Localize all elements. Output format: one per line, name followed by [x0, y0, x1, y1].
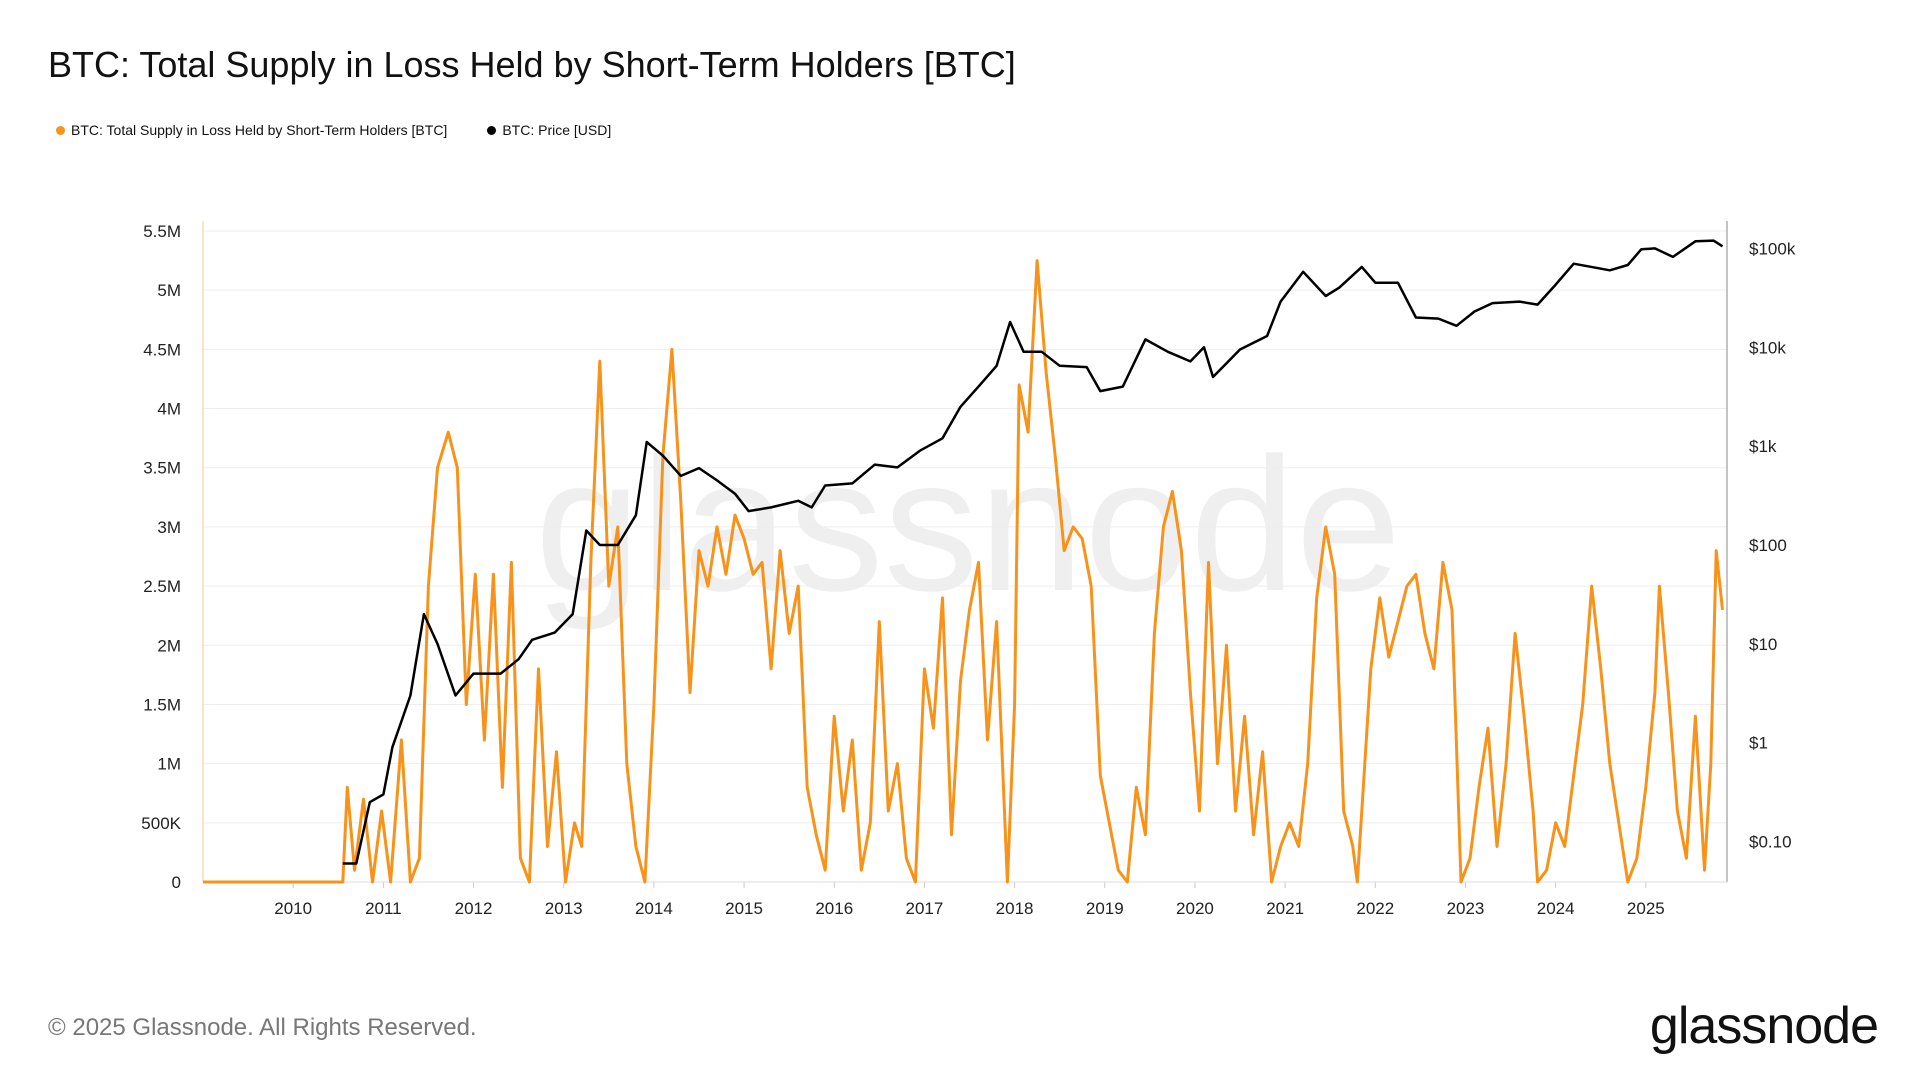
x-tick-label: 2016 — [815, 899, 853, 918]
legend-item-supply[interactable]: BTC: Total Supply in Loss Held by Short-… — [56, 122, 447, 138]
y-right-tick-label: $100 — [1749, 536, 1787, 555]
y-left-tick-label: 5.5M — [143, 222, 181, 241]
y-left-tick-label: 2.5M — [143, 577, 181, 596]
x-tick-label: 2015 — [725, 899, 763, 918]
x-tick-label: 2019 — [1086, 899, 1124, 918]
glassnode-logo: glassnode — [1649, 997, 1879, 1055]
chart-title: BTC: Total Supply in Loss Held by Short-… — [48, 44, 1016, 85]
x-tick-label: 2021 — [1266, 899, 1304, 918]
legend-dot-supply — [56, 125, 65, 135]
x-tick-label: 2018 — [996, 899, 1034, 918]
y-right-tick-label: $100k — [1749, 239, 1796, 258]
x-tick-label: 2020 — [1176, 899, 1214, 918]
y-right-tick-label: $1 — [1749, 734, 1768, 753]
x-tick-label: 2023 — [1447, 899, 1485, 918]
y-right-tick-label: $1k — [1749, 437, 1777, 456]
y-left-tick-label: 0 — [172, 873, 181, 892]
y-right-tick-label: $10 — [1749, 635, 1777, 654]
legend-item-price[interactable]: BTC: Price [USD] — [487, 122, 611, 138]
x-tick-label: 2013 — [545, 899, 583, 918]
y-right-tick-label: $0.10 — [1749, 833, 1792, 852]
x-tick-label: 2025 — [1627, 899, 1665, 918]
y-left-tick-label: 4M — [157, 400, 181, 419]
y-right-tick-label: $10k — [1749, 338, 1786, 357]
legend-label-supply: BTC: Total Supply in Loss Held by Short-… — [71, 122, 448, 138]
supply-in-loss-line — [203, 259, 1724, 884]
copyright: © 2025 Glassnode. All Rights Reserved. — [48, 1014, 477, 1041]
x-tick-label: 2014 — [635, 899, 673, 918]
y-left-tick-label: 4.5M — [143, 340, 181, 359]
legend: BTC: Total Supply in Loss Held by Short-… — [56, 122, 611, 138]
y-left-tick-label: 500K — [141, 814, 181, 833]
legend-label-price: BTC: Price [USD] — [502, 122, 612, 138]
y-left-tick-label: 2M — [157, 636, 181, 655]
x-tick-label: 2011 — [365, 899, 402, 918]
x-tick-label: 2024 — [1537, 899, 1575, 918]
y-left-tick-label: 3M — [157, 518, 181, 537]
y-left-tick-label: 1M — [157, 755, 181, 774]
y-left-tick-label: 1.5M — [143, 695, 181, 714]
y-left-tick-label: 5M — [157, 281, 181, 300]
x-tick-label: 2010 — [274, 899, 312, 918]
y-left-tick-label: 3.5M — [143, 459, 181, 478]
watermark: glassnode — [535, 419, 1401, 631]
price-line — [342, 239, 1724, 865]
x-tick-label: 2022 — [1356, 899, 1394, 918]
x-tick-label: 2012 — [455, 899, 493, 918]
legend-dot-price — [487, 125, 497, 135]
x-tick-label: 2017 — [906, 899, 944, 918]
